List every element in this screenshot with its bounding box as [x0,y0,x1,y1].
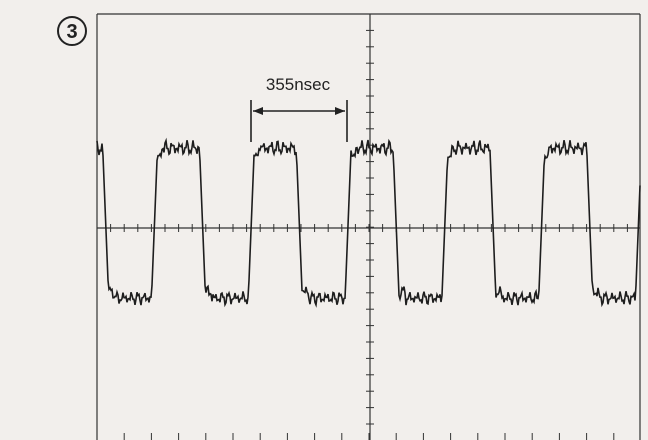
period-marker: 355nsec [250,75,348,142]
arrow-head-left [253,107,263,115]
period-annotation: 355nsec [266,75,331,94]
waveform [96,137,641,308]
minor-ticks [96,13,628,440]
circled-label: 3 [57,16,87,46]
arrow-head-right [335,107,345,115]
figure-label: 3 [66,21,77,43]
label-circle [57,16,87,46]
